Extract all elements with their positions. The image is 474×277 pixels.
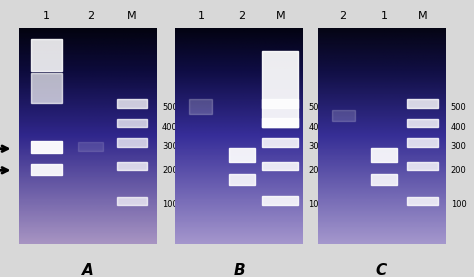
Text: 200: 200 — [451, 166, 466, 175]
Bar — [371, 173, 397, 185]
Bar — [263, 138, 298, 147]
Bar — [117, 99, 147, 108]
Bar — [117, 162, 147, 170]
Bar — [229, 173, 255, 185]
Text: 200: 200 — [162, 166, 178, 175]
Text: M: M — [127, 11, 137, 21]
Bar — [407, 197, 438, 205]
Bar — [31, 165, 62, 175]
Text: M: M — [275, 11, 285, 21]
Bar — [371, 148, 397, 162]
Text: A: A — [82, 263, 93, 277]
Bar — [407, 99, 438, 108]
Text: 1: 1 — [198, 11, 204, 21]
Text: 2: 2 — [238, 11, 246, 21]
Text: 2: 2 — [339, 11, 347, 21]
Text: M: M — [418, 11, 428, 21]
Bar — [263, 99, 298, 108]
Text: 100: 100 — [451, 200, 466, 209]
Text: C: C — [376, 263, 387, 277]
Bar — [263, 162, 298, 170]
Text: 300: 300 — [162, 142, 178, 151]
Text: 200: 200 — [309, 166, 324, 175]
Bar — [407, 138, 438, 147]
Text: 1: 1 — [43, 11, 50, 21]
Text: 400: 400 — [309, 123, 324, 132]
Bar — [78, 142, 103, 151]
Text: 100: 100 — [309, 200, 324, 209]
Text: 500: 500 — [451, 103, 466, 112]
Bar — [263, 52, 298, 127]
Bar — [117, 197, 147, 205]
Text: 500: 500 — [162, 103, 178, 112]
Text: 2: 2 — [87, 11, 94, 21]
Text: 400: 400 — [162, 123, 178, 132]
Text: 300: 300 — [309, 142, 324, 151]
Bar — [190, 99, 212, 114]
Bar — [31, 73, 62, 103]
Bar — [229, 148, 255, 162]
Text: 300: 300 — [451, 142, 466, 151]
Text: 100: 100 — [162, 200, 178, 209]
Text: 1: 1 — [381, 11, 388, 21]
Bar — [117, 119, 147, 127]
Bar — [263, 196, 298, 205]
Text: B: B — [234, 263, 245, 277]
Text: 500: 500 — [309, 103, 324, 112]
Bar — [332, 110, 355, 120]
Bar — [117, 138, 147, 147]
Bar — [31, 39, 62, 71]
Bar — [31, 141, 62, 153]
Bar — [407, 162, 438, 170]
Text: 400: 400 — [451, 123, 466, 132]
Bar — [263, 119, 298, 127]
Bar — [407, 119, 438, 127]
